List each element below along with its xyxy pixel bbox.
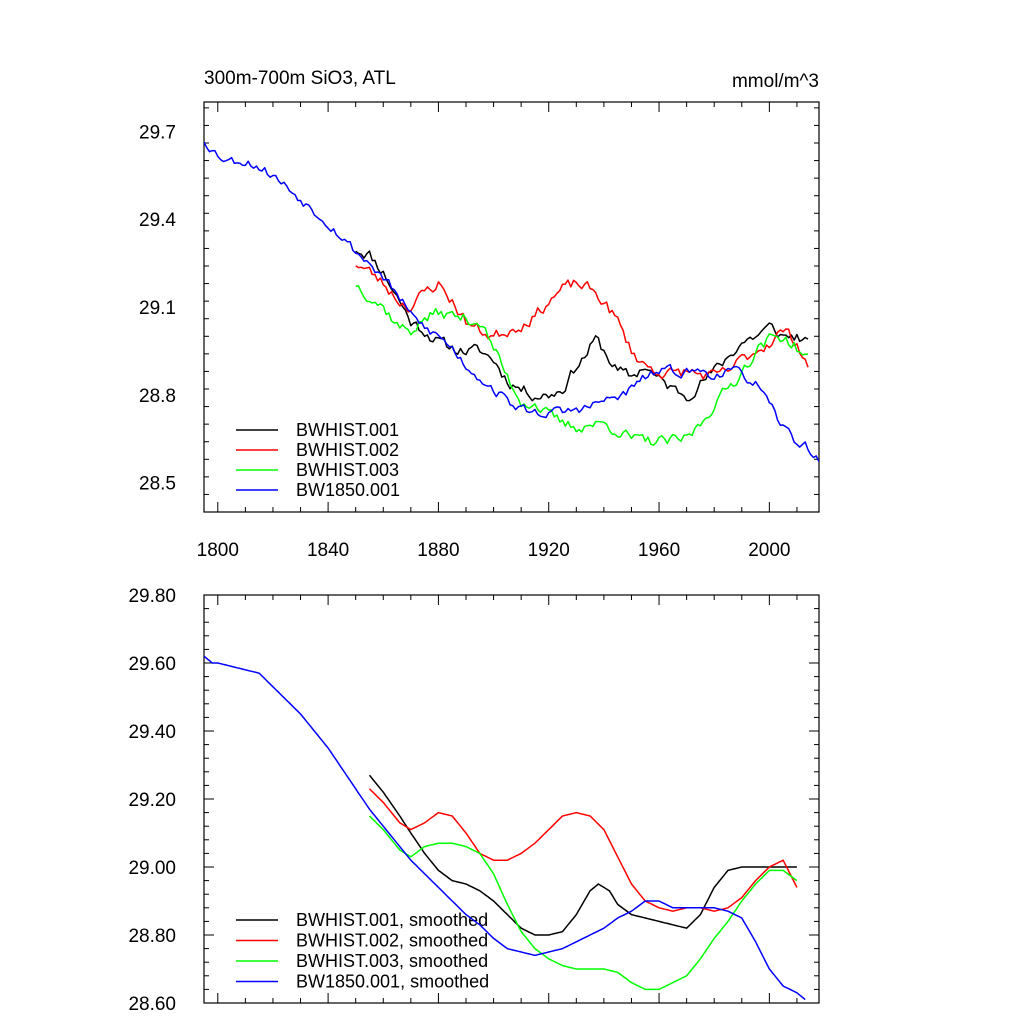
y-tick-label: 29.20 [128, 790, 176, 811]
x-tick-label: 1800 [197, 540, 239, 561]
bottom-panel: 28.60 28.80 29.00 29.20 29.40 29.60 29.80 BWHIS… [128, 586, 820, 1015]
series-line-2 [368, 815, 798, 991]
y-tick-label: 29.1 [139, 298, 176, 319]
y-tick-label: 29.7 [139, 122, 176, 143]
x-tick-label: 1920 [528, 540, 570, 561]
series-line-0 [368, 774, 797, 936]
legend-label: BWHIST.002, smoothed [296, 931, 488, 951]
x-tick-label: 1880 [417, 540, 459, 561]
y-tick-label: 28.5 [139, 474, 176, 495]
legend-label: BWHIST.001 [296, 420, 399, 440]
y-tick-label: 29.00 [128, 858, 176, 879]
series-line-3 [204, 655, 806, 1001]
legend-label: BWHIST.003 [296, 460, 399, 480]
title-left: 300m-700m SiO3, ATL [204, 68, 396, 89]
legend-label: BWHIST.003, smoothed [296, 951, 488, 971]
x-tick-label: 1960 [638, 540, 680, 561]
legend-label: BW1850.001, smoothed [296, 972, 489, 992]
series-line-1 [368, 788, 798, 912]
legend-label: BW1850.001 [296, 480, 400, 500]
y-tick-label: 29.4 [139, 210, 176, 231]
series-line-1 [355, 265, 809, 380]
legend-label: BWHIST.001, smoothed [296, 910, 488, 930]
series-line-3 [204, 141, 819, 463]
y-tick-label: 28.60 [128, 994, 176, 1015]
series-line-0 [355, 250, 809, 402]
x-tick-label: 1840 [307, 540, 349, 561]
y-tick-label: 29.80 [128, 586, 176, 607]
top-panel: 300m-700m SiO3, ATL mmol/m^3 1800 1840 188… [139, 68, 820, 561]
plot-frame [203, 101, 820, 513]
y-tick-label: 28.80 [128, 926, 176, 947]
legend-label: BWHIST.002 [296, 440, 399, 460]
y-tick-label: 29.40 [128, 722, 176, 743]
y-tick-label: 29.60 [128, 654, 176, 675]
x-tick-label: 2000 [748, 540, 790, 561]
series-line-2 [355, 285, 808, 446]
y-tick-label: 28.8 [139, 386, 176, 407]
title-right: mmol/m^3 [732, 71, 819, 92]
